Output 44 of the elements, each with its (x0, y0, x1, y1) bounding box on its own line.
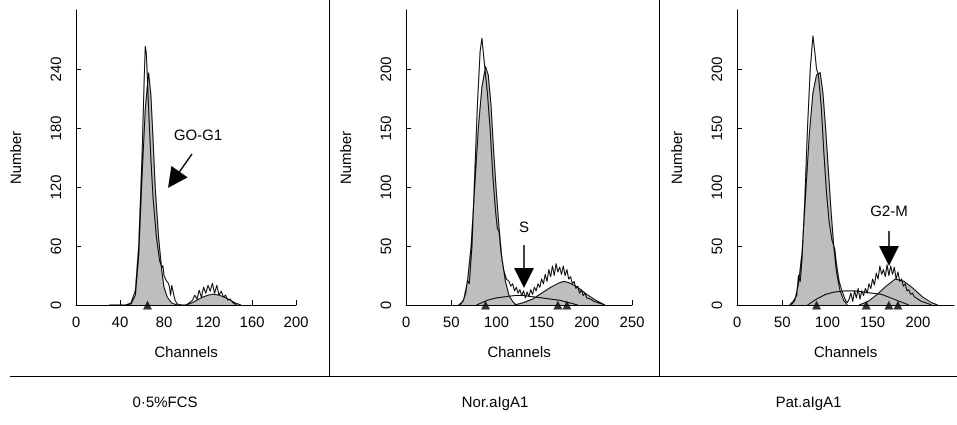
x-axis-title: Channels (487, 344, 551, 361)
y-tick-label: 180 (48, 115, 65, 141)
x-tick-label: 0 (72, 314, 80, 331)
y-tick-label: 0 (48, 300, 65, 310)
x-axis-title: Channels (154, 344, 218, 361)
annotation: S (518, 219, 530, 236)
y-tick-label: 150 (709, 115, 726, 141)
y-tick-label: 100 (378, 174, 395, 200)
y-tick-label: 200 (709, 56, 726, 82)
x-tick-label: 250 (619, 314, 645, 331)
annotation: G2-M (870, 203, 908, 220)
x-tick-label: 50 (774, 314, 791, 331)
text: Nor.aIgA1 (462, 394, 528, 411)
x-tick-label: 0 (402, 314, 410, 331)
annotation: GO-G1 (174, 127, 222, 144)
x-axis-title: Channels (814, 344, 878, 361)
y-tick-label: 0 (378, 300, 395, 310)
y-tick-label: 240 (48, 56, 65, 82)
y-tick-label: 0 (709, 300, 726, 310)
x-tick-label: 200 (283, 314, 309, 331)
x-tick-label: 200 (905, 314, 930, 331)
y-tick-label: 60 (48, 238, 65, 254)
x-tick-label: 100 (484, 314, 509, 331)
y-tick-label: 50 (378, 238, 395, 254)
y-tick-label: 120 (48, 174, 65, 200)
x-tick-label: 50 (442, 314, 460, 331)
x-tick-label: 40 (112, 314, 128, 331)
y-axis-title: Number (8, 130, 25, 184)
x-tick-label: 160 (239, 314, 265, 331)
y-axis-title: Number (669, 130, 686, 184)
text: 0·5%FCS (132, 394, 198, 411)
y-tick-label: 150 (378, 115, 395, 141)
x-tick-label: 200 (574, 314, 600, 331)
x-tick-label: 150 (529, 314, 554, 331)
x-tick-label: 80 (156, 314, 172, 331)
x-tick-label: 100 (814, 314, 840, 331)
y-tick-label: 100 (709, 174, 726, 200)
y-axis-title: Number (338, 130, 355, 184)
x-tick-label: 120 (195, 314, 221, 331)
y-tick-label: 50 (709, 238, 726, 254)
x-tick-label: 150 (860, 314, 886, 331)
y-tick-label: 200 (378, 56, 395, 82)
x-tick-label: 0 (732, 314, 742, 331)
text: Pat.aIgA1 (776, 394, 842, 411)
